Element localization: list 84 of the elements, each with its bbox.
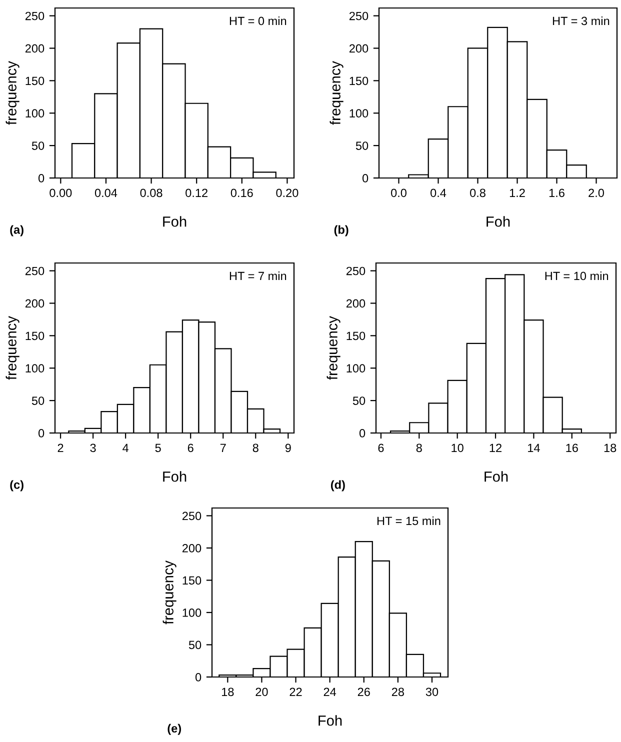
y-axis-title: frequency	[6, 61, 20, 125]
y-tick-label: 250	[25, 266, 44, 276]
y-tick-label: 250	[182, 512, 202, 520]
x-tick-label: 16	[566, 444, 578, 452]
x-tick-label: 5	[155, 444, 161, 452]
text: (d)	[330, 480, 345, 492]
x-tick-label: 0.0	[391, 188, 406, 198]
y-tick-label: 200	[25, 299, 44, 308]
x-tick-label: 0.08	[140, 188, 162, 198]
x-tick-label: 1.2	[510, 188, 525, 197]
y-tick-label: 250	[346, 266, 366, 276]
y-tick-label: 150	[26, 332, 44, 340]
y-tick-label: 100	[182, 608, 202, 617]
annotation: HT = 7 min	[230, 272, 286, 280]
x-tick-label: 6	[188, 444, 194, 452]
y-tick-label: 0	[38, 174, 44, 182]
x-tick-label: 9	[285, 444, 291, 452]
y-tick-label: 50	[32, 142, 44, 150]
y-tick-label: 200	[349, 44, 368, 53]
x-axis-title: Foh	[484, 471, 508, 482]
x-tick-label: 12	[490, 444, 502, 452]
y-tick-label: 250	[349, 12, 368, 20]
x-tick-label: 0.16	[230, 188, 253, 198]
y-tick-label: 150	[346, 332, 366, 340]
annotation: HT = 0 min	[230, 16, 286, 26]
x-tick-label: 7	[220, 444, 226, 452]
text: (e)	[168, 724, 181, 735]
x-tick-label: 18	[222, 688, 234, 696]
y-tick-label: 0	[195, 673, 202, 682]
x-tick-label: 2.0	[588, 188, 604, 198]
x-tick-label: 6	[378, 444, 384, 452]
x-tick-label: 0.4	[430, 188, 446, 198]
x-axis-title: Foh	[163, 471, 186, 482]
x-tick-label: 14	[528, 444, 540, 452]
x-tick-label: 4	[122, 444, 128, 452]
y-tick-label: 50	[352, 396, 366, 405]
x-tick-label: 26	[358, 688, 370, 696]
y-tick-label: 100	[346, 364, 366, 373]
x-tick-label: 28	[392, 688, 404, 696]
text: (b)	[334, 225, 348, 236]
y-tick-label: 50	[32, 396, 44, 405]
y-tick-label: 100	[26, 364, 44, 373]
annotation: HT = 10 min	[545, 272, 608, 280]
y-tick-label: 200	[25, 44, 44, 53]
x-tick-label: 0.8	[470, 188, 486, 198]
y-tick-label: 0	[38, 429, 44, 438]
x-tick-label: 18	[604, 444, 616, 452]
x-tick-label: 3	[90, 444, 96, 452]
x-tick-label: 0.04	[94, 188, 118, 198]
y-axis-title: frequency	[326, 316, 340, 380]
y-axis-title: frequency	[6, 316, 20, 380]
y-tick-label: 250	[25, 12, 44, 20]
y-tick-label: 0	[359, 429, 366, 438]
y-tick-label: 200	[182, 544, 202, 552]
x-tick-label: 20	[256, 688, 268, 696]
x-tick-label: 24	[324, 688, 336, 696]
y-tick-label: 50	[188, 640, 202, 650]
x-tick-label: 22	[290, 688, 302, 696]
y-tick-label: 150	[26, 76, 44, 86]
text: (c)	[10, 480, 24, 492]
y-tick-label: 100	[350, 109, 368, 118]
text: (a)	[10, 225, 24, 236]
x-tick-label: 30	[426, 688, 438, 696]
x-tick-label: 8	[252, 444, 258, 452]
y-tick-label: 200	[346, 299, 366, 308]
x-tick-label: 2	[58, 444, 64, 452]
y-tick-label: 0	[362, 174, 368, 182]
y-tick-label: 50	[356, 142, 368, 150]
x-tick-label: 10	[452, 444, 464, 452]
y-tick-label: 100	[26, 109, 44, 118]
x-tick-label: 0.00	[50, 188, 72, 198]
annotation: HT = 15 min	[377, 516, 440, 526]
y-tick-label: 150	[182, 576, 202, 585]
x-tick-label: 8	[416, 444, 422, 452]
x-tick-label: 0.12	[186, 188, 208, 198]
y-axis-title: frequency	[162, 560, 176, 624]
x-tick-label: 0.20	[276, 188, 298, 198]
x-axis-title: Foh	[163, 216, 186, 227]
y-axis-title: frequency	[330, 61, 344, 125]
annotation: HT = 3 min	[552, 16, 610, 26]
y-tick-label: 150	[350, 76, 368, 86]
x-axis-title: Foh	[486, 216, 510, 227]
x-axis-title: Foh	[318, 715, 342, 726]
x-tick-label: 1.6	[549, 188, 564, 198]
